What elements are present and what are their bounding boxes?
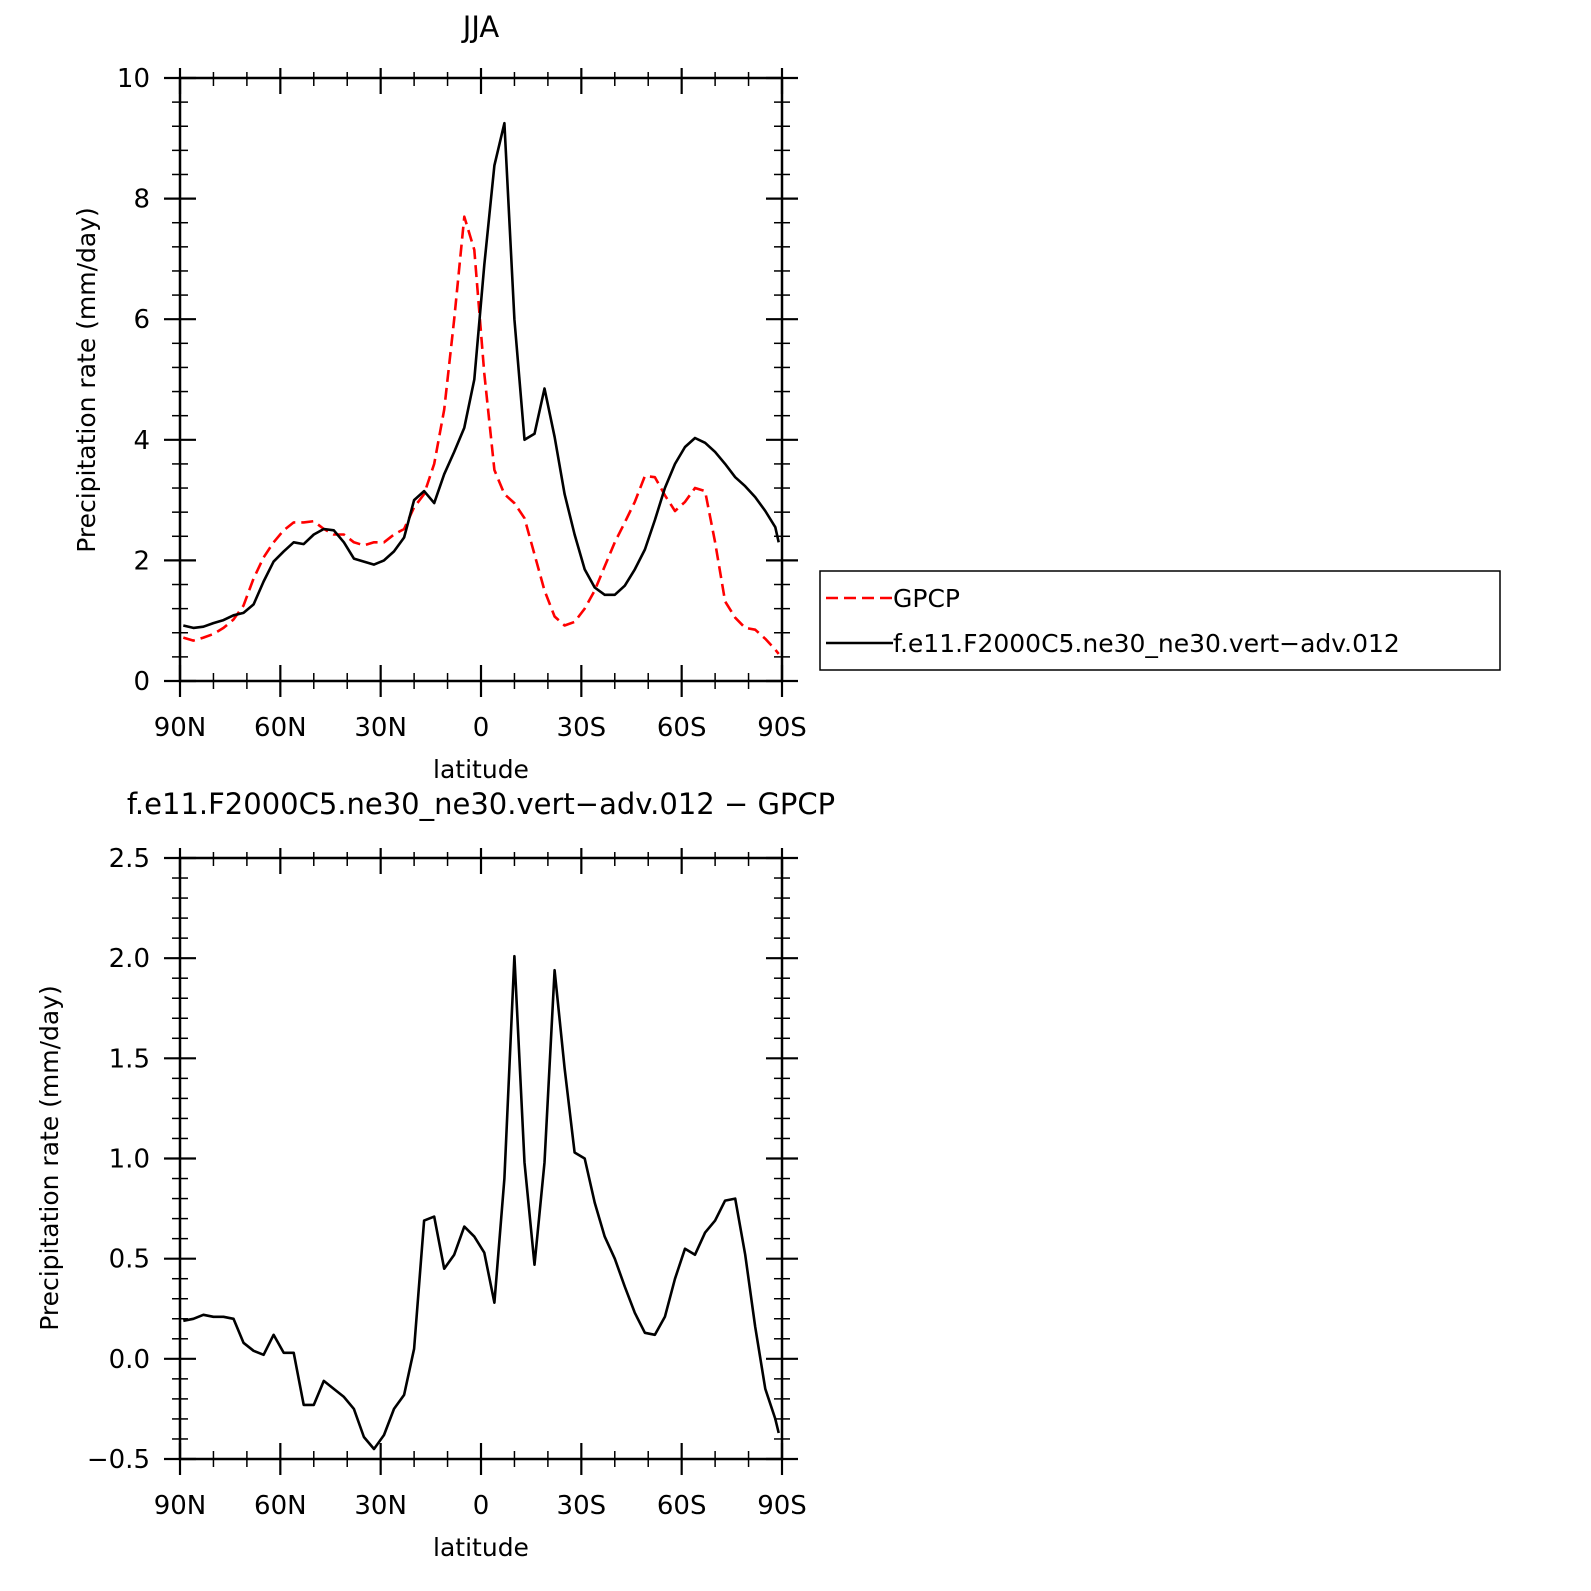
- bottom-panel: f.e11.F2000C5.ne30_ne30.vert−adv.012 − G…: [35, 787, 835, 1562]
- top-y-tick-label: 6: [133, 305, 150, 335]
- legend-label-model: f.e11.F2000C5.ne30_ne30.vert−adv.012: [893, 629, 1400, 658]
- top-y-tick-label: 2: [133, 546, 150, 576]
- bottom-y-tick-label: 2.5: [109, 844, 150, 874]
- top-y-tick-label: 4: [133, 426, 150, 456]
- bottom-x-tick-label: 0: [473, 1491, 490, 1521]
- bottom-plot-frame: [178, 856, 784, 1461]
- top-axis-ticks: 0 2 4 6 8 10 90N 60N 30N 0 30S 60S 90S: [117, 64, 807, 743]
- bottom-panel-title: f.e11.F2000C5.ne30_ne30.vert−adv.012 − G…: [127, 787, 835, 821]
- top-x-axis-label: latitude: [433, 755, 529, 784]
- top-x-tick-label: 0: [473, 713, 490, 743]
- top-x-tick-label: 90S: [757, 713, 807, 743]
- bottom-y-tick-label: 0.0: [109, 1345, 150, 1375]
- bottom-x-axis-label: latitude: [433, 1533, 529, 1562]
- top-x-tick-label: 60S: [657, 713, 707, 743]
- bottom-y-tick-label: −0.5: [87, 1445, 150, 1475]
- top-series-line-1: [182, 121, 780, 630]
- bottom-y-tick-label: 2.0: [109, 944, 150, 974]
- top-y-tick-label: 0: [133, 667, 150, 697]
- top-panel-title: JJA: [461, 10, 500, 44]
- legend-box: [819, 570, 1501, 671]
- bottom-x-tick-label: 90N: [154, 1491, 207, 1521]
- bottom-x-tick-label: 90S: [757, 1491, 807, 1521]
- top-y-axis-label: Precipitation rate (mm/day): [72, 207, 101, 553]
- top-x-tick-label: 30S: [557, 713, 607, 743]
- top-x-tick-label: 60N: [254, 713, 307, 743]
- bottom-x-tick-label: 60S: [657, 1491, 707, 1521]
- legend-label-gpcp: GPCP: [893, 584, 960, 613]
- top-plot-frame: [178, 76, 784, 683]
- top-y-tick-label: 8: [133, 185, 150, 215]
- bottom-y-tick-label: 1.0: [109, 1145, 150, 1175]
- top-plot-lines: [182, 121, 780, 655]
- bottom-y-tick-label: 1.5: [109, 1044, 150, 1074]
- legend: GPCP f.e11.F2000C5.ne30_ne30.vert−adv.01…: [819, 570, 1501, 671]
- top-y-tick-label: 10: [117, 64, 150, 94]
- bottom-y-tick-label: 0.5: [109, 1245, 150, 1275]
- bottom-y-axis-label: Precipitation rate (mm/day): [35, 985, 64, 1331]
- top-x-tick-label: 30N: [354, 713, 407, 743]
- top-series-line-0: [182, 215, 780, 655]
- bottom-plot-lines: [183, 954, 780, 1451]
- bottom-x-tick-label: 60N: [254, 1491, 307, 1521]
- bottom-x-tick-label: 30S: [557, 1491, 607, 1521]
- bottom-series-line-0: [183, 954, 780, 1451]
- bottom-x-tick-label: 30N: [354, 1491, 407, 1521]
- top-x-tick-label: 90N: [154, 713, 207, 743]
- bottom-axis-ticks: −0.5 0.0 0.5 1.0 1.5 2.0 2.5 90N 60N 30N 0 30S 60S 90…: [87, 844, 807, 1521]
